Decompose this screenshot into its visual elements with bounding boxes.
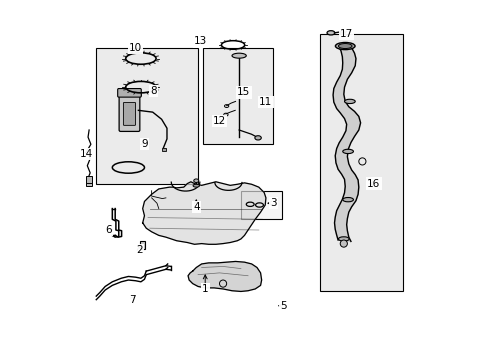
Ellipse shape: [342, 149, 353, 154]
Polygon shape: [142, 182, 265, 244]
Bar: [86, 176, 92, 183]
Text: 5: 5: [280, 301, 286, 311]
Polygon shape: [332, 44, 360, 242]
Ellipse shape: [335, 42, 354, 50]
Bar: [140, 242, 144, 249]
Bar: [162, 148, 165, 152]
Bar: [86, 182, 92, 186]
Ellipse shape: [231, 53, 246, 58]
Ellipse shape: [344, 99, 354, 104]
Bar: [241, 191, 282, 219]
Text: 15: 15: [237, 87, 250, 98]
Text: 13: 13: [194, 36, 207, 46]
Bar: [319, 33, 403, 291]
Polygon shape: [188, 261, 261, 292]
FancyBboxPatch shape: [119, 93, 140, 131]
Text: 4: 4: [193, 202, 199, 212]
Text: 3: 3: [269, 198, 276, 208]
Ellipse shape: [338, 237, 348, 241]
Ellipse shape: [193, 184, 199, 187]
Bar: [203, 48, 272, 144]
Text: 6: 6: [105, 225, 112, 235]
Text: 10: 10: [129, 43, 142, 53]
Text: 17: 17: [339, 28, 352, 39]
Text: 8: 8: [150, 86, 156, 96]
Bar: [96, 48, 198, 184]
Text: 16: 16: [366, 179, 380, 189]
FancyBboxPatch shape: [123, 103, 135, 125]
Text: 9: 9: [141, 139, 147, 149]
Ellipse shape: [338, 44, 351, 49]
FancyBboxPatch shape: [118, 89, 141, 97]
Text: 2: 2: [136, 245, 142, 255]
Ellipse shape: [193, 179, 198, 183]
Text: 14: 14: [80, 149, 93, 159]
Ellipse shape: [254, 136, 261, 140]
Text: 7: 7: [128, 295, 135, 305]
Text: 11: 11: [259, 97, 272, 107]
Ellipse shape: [326, 31, 334, 35]
Text: 12: 12: [212, 116, 225, 126]
Circle shape: [340, 240, 346, 247]
Text: 1: 1: [202, 284, 208, 294]
Ellipse shape: [342, 198, 353, 202]
